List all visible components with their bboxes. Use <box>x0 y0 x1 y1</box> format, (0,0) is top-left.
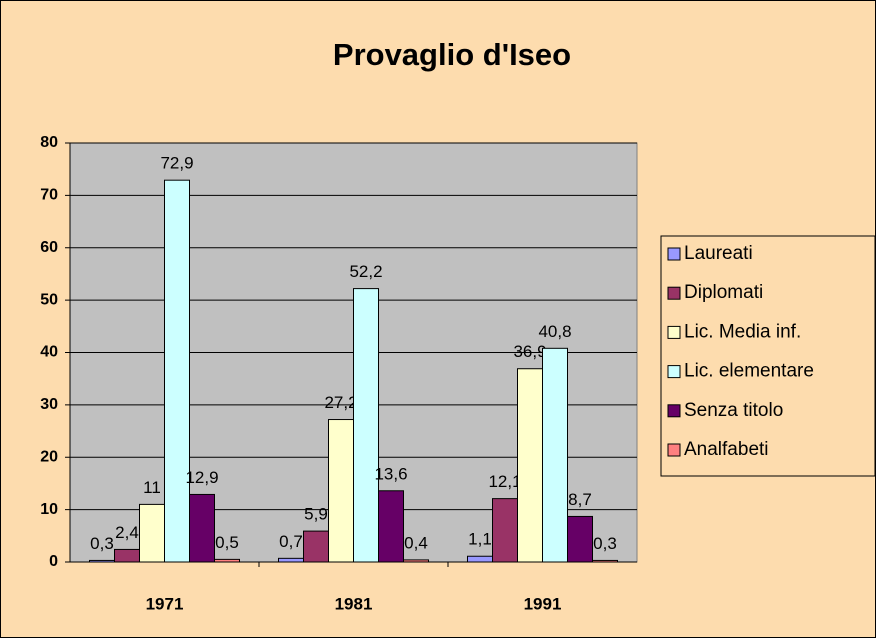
x-tick-label: 1981 <box>335 594 373 613</box>
y-tick-label: 10 <box>40 501 58 518</box>
bar <box>467 555 493 563</box>
value-label: 0,5 <box>215 533 239 552</box>
y-tick-label: 70 <box>40 187 58 204</box>
legend-label: Diplomati <box>684 282 763 303</box>
value-label: 40,8 <box>538 322 571 341</box>
y-tick-label: 0 <box>49 553 58 570</box>
value-label: 12,9 <box>185 468 218 487</box>
y-tick-label: 60 <box>40 239 58 256</box>
legend <box>660 235 876 477</box>
bar <box>114 548 140 563</box>
chart-title: Provaglio d'Iseo <box>333 37 571 72</box>
value-label: 13,6 <box>374 464 407 483</box>
legend-label: Analfabeti <box>684 439 769 460</box>
bar <box>592 559 618 563</box>
value-label: 0,3 <box>593 534 617 553</box>
value-label: 0,4 <box>404 533 428 552</box>
y-tick-label: 50 <box>40 291 58 308</box>
legend-label: Lic. Media inf. <box>684 321 801 342</box>
bar <box>189 493 215 563</box>
y-tick-label: 20 <box>40 448 58 465</box>
value-label: 2,4 <box>115 523 139 542</box>
value-label: 52,2 <box>349 262 382 281</box>
legend-swatch <box>667 286 681 300</box>
bar <box>542 347 568 563</box>
y-tick-label: 30 <box>40 396 58 413</box>
value-label: 8,7 <box>568 490 592 509</box>
bar <box>278 557 304 563</box>
value-label: 12,1 <box>488 472 521 491</box>
value-label: 72,9 <box>160 154 193 173</box>
value-label: 0,3 <box>90 534 114 553</box>
bar <box>139 503 165 563</box>
y-tick-label: 40 <box>40 344 58 361</box>
legend-swatch <box>667 325 681 339</box>
value-label: 1,1 <box>468 530 492 549</box>
legend-swatch <box>667 365 681 379</box>
legend-label: Lic. elementare <box>684 361 814 382</box>
bar <box>353 288 379 563</box>
bar <box>89 559 115 563</box>
value-label: 27,2 <box>324 393 357 412</box>
bar <box>492 498 518 563</box>
legend-swatch <box>667 247 681 261</box>
value-label: 11 <box>143 478 161 497</box>
legend-label: Senza titolo <box>684 400 783 421</box>
bar <box>214 558 240 563</box>
bar <box>403 559 429 563</box>
bar <box>164 179 190 563</box>
y-tick-label: 80 <box>40 134 58 151</box>
value-label: 5,9 <box>304 505 328 524</box>
legend-swatch <box>667 404 681 418</box>
bar <box>328 419 354 563</box>
x-tick-label: 1971 <box>146 594 184 613</box>
value-label: 36,9 <box>513 342 546 361</box>
bar <box>517 368 543 563</box>
x-tick-label: 1991 <box>524 594 562 613</box>
legend-label: Laureati <box>684 243 753 264</box>
bar <box>567 515 593 563</box>
bar <box>378 490 404 563</box>
bar <box>303 530 329 563</box>
value-label: 0,7 <box>279 532 303 551</box>
legend-swatch <box>667 443 681 457</box>
